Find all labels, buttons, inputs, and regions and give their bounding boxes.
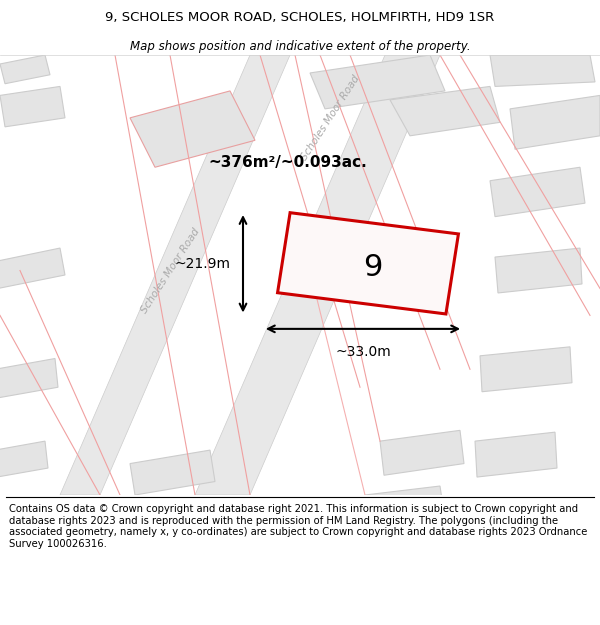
- Text: Contains OS data © Crown copyright and database right 2021. This information is : Contains OS data © Crown copyright and d…: [9, 504, 587, 549]
- Polygon shape: [0, 441, 48, 477]
- Polygon shape: [380, 431, 464, 475]
- Text: ~376m²/~0.093ac.: ~376m²/~0.093ac.: [208, 155, 367, 170]
- Text: Map shows position and indicative extent of the property.: Map shows position and indicative extent…: [130, 39, 470, 52]
- Text: 9: 9: [364, 253, 383, 282]
- Text: Scholes Moor Road: Scholes Moor Road: [299, 74, 361, 162]
- Polygon shape: [480, 347, 572, 392]
- Polygon shape: [390, 86, 500, 136]
- Text: ~21.9m: ~21.9m: [175, 257, 231, 271]
- Text: Scholes Moor Road: Scholes Moor Road: [139, 226, 201, 315]
- Polygon shape: [130, 450, 215, 495]
- Polygon shape: [0, 248, 65, 289]
- Polygon shape: [510, 96, 600, 149]
- Polygon shape: [310, 55, 445, 109]
- Polygon shape: [0, 86, 65, 127]
- Polygon shape: [475, 432, 557, 477]
- Polygon shape: [195, 55, 440, 495]
- Polygon shape: [490, 55, 595, 86]
- Polygon shape: [0, 55, 50, 84]
- Polygon shape: [60, 55, 290, 495]
- Text: 9, SCHOLES MOOR ROAD, SCHOLES, HOLMFIRTH, HD9 1SR: 9, SCHOLES MOOR ROAD, SCHOLES, HOLMFIRTH…: [106, 11, 494, 24]
- Polygon shape: [495, 248, 582, 293]
- Polygon shape: [130, 91, 255, 168]
- Polygon shape: [0, 359, 58, 398]
- Polygon shape: [490, 168, 585, 217]
- Polygon shape: [365, 486, 442, 499]
- Polygon shape: [278, 213, 458, 314]
- Text: ~33.0m: ~33.0m: [335, 345, 391, 359]
